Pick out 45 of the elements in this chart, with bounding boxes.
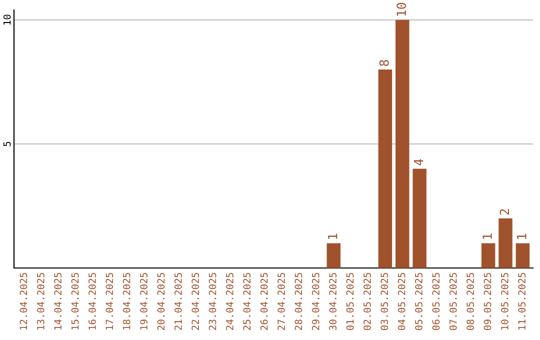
- bar: [326, 243, 341, 268]
- x-tick-label: 08.05.2025: [466, 272, 474, 330]
- x-tick-label: 21.04.2025: [174, 272, 182, 330]
- x-tick-label: 16.04.2025: [88, 272, 96, 330]
- x-tick-label: 13.04.2025: [36, 272, 44, 330]
- data-label: 4: [414, 159, 424, 166]
- bar: [412, 168, 426, 268]
- x-tick-label: 22.04.2025: [192, 272, 200, 330]
- x-tick-label: 14.04.2025: [54, 272, 62, 330]
- bar: [498, 218, 512, 268]
- x-tick-label: 09.05.2025: [484, 272, 492, 330]
- data-label: 8: [379, 60, 389, 66]
- x-tick-label: 15.04.2025: [71, 272, 79, 330]
- data-label: 1: [482, 234, 492, 239]
- x-tick-label: 24.04.2025: [226, 272, 234, 330]
- x-tick-label: 12.04.2025: [20, 272, 28, 330]
- x-tick-label: 07.05.2025: [449, 272, 457, 330]
- x-tick-label: 30.04.2025: [329, 272, 336, 330]
- x-tick-label: 27.04.2025: [278, 272, 285, 330]
- x-tick-label: 29.04.2025: [312, 272, 320, 330]
- data-label: 1: [328, 234, 338, 239]
- x-tick-label: 18.04.2025: [122, 272, 130, 330]
- data-label: 1: [517, 234, 526, 239]
- x-tick-label: 28.04.2025: [294, 272, 302, 330]
- bar: [516, 243, 530, 268]
- data-label: 10: [396, 2, 406, 16]
- x-tick-label: 17.04.2025: [106, 272, 114, 330]
- y-tick-label: 5: [4, 142, 11, 146]
- x-tick-label: 04.05.2025: [398, 272, 406, 330]
- x-tick-label: 10.05.2025: [500, 272, 508, 330]
- x-tick-label: 25.04.2025: [243, 272, 251, 330]
- x-tick-label: 01.05.2025: [346, 272, 354, 330]
- x-tick-label: 26.04.2025: [260, 272, 268, 330]
- bar: [378, 70, 392, 268]
- x-tick-label: 11.05.2025: [518, 272, 526, 330]
- x-tick-label: 06.05.2025: [432, 272, 440, 330]
- data-label: 2: [500, 209, 509, 215]
- x-tick-label: 23.04.2025: [208, 272, 216, 330]
- bar: [396, 20, 410, 268]
- x-tick-label: 03.05.2025: [380, 272, 388, 330]
- x-tick-label: 20.04.2025: [157, 272, 165, 330]
- bar: [481, 243, 496, 268]
- x-tick-label: 19.04.2025: [140, 272, 148, 330]
- x-tick-label: 05.05.2025: [415, 272, 422, 330]
- x-tick-label: 02.05.2025: [364, 272, 371, 330]
